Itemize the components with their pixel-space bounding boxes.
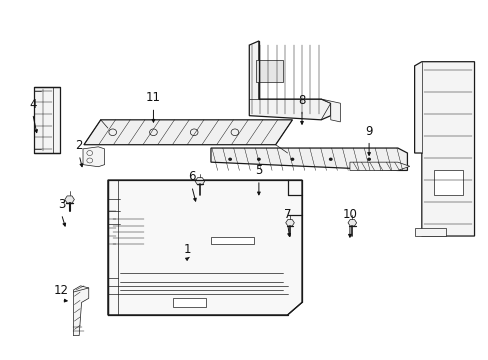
- Text: 4: 4: [29, 98, 37, 111]
- Circle shape: [228, 158, 232, 161]
- Text: 3: 3: [58, 198, 65, 211]
- Text: 12: 12: [54, 284, 69, 297]
- Polygon shape: [249, 41, 330, 120]
- Text: 6: 6: [188, 170, 195, 183]
- Polygon shape: [285, 220, 294, 226]
- Text: 1: 1: [183, 243, 190, 256]
- Bar: [433, 170, 462, 194]
- Text: 2: 2: [75, 139, 83, 152]
- Polygon shape: [73, 286, 89, 336]
- Bar: [210, 237, 254, 244]
- Polygon shape: [108, 180, 302, 315]
- Polygon shape: [347, 220, 356, 226]
- Polygon shape: [84, 120, 292, 145]
- Circle shape: [290, 158, 294, 161]
- Text: 11: 11: [145, 91, 161, 104]
- Polygon shape: [349, 162, 409, 170]
- Polygon shape: [195, 177, 204, 185]
- Text: 10: 10: [342, 208, 357, 221]
- Polygon shape: [414, 62, 473, 236]
- Polygon shape: [414, 228, 445, 236]
- Text: 8: 8: [298, 94, 305, 107]
- Text: 5: 5: [255, 164, 262, 177]
- Text: 9: 9: [365, 125, 372, 138]
- Circle shape: [328, 158, 332, 161]
- Bar: [256, 60, 282, 82]
- Polygon shape: [210, 148, 407, 170]
- Polygon shape: [34, 87, 60, 153]
- Circle shape: [256, 158, 260, 161]
- Polygon shape: [321, 99, 340, 122]
- Polygon shape: [64, 196, 74, 203]
- FancyBboxPatch shape: [172, 298, 206, 307]
- Circle shape: [366, 158, 370, 161]
- Polygon shape: [83, 147, 104, 167]
- Text: 7: 7: [284, 208, 291, 221]
